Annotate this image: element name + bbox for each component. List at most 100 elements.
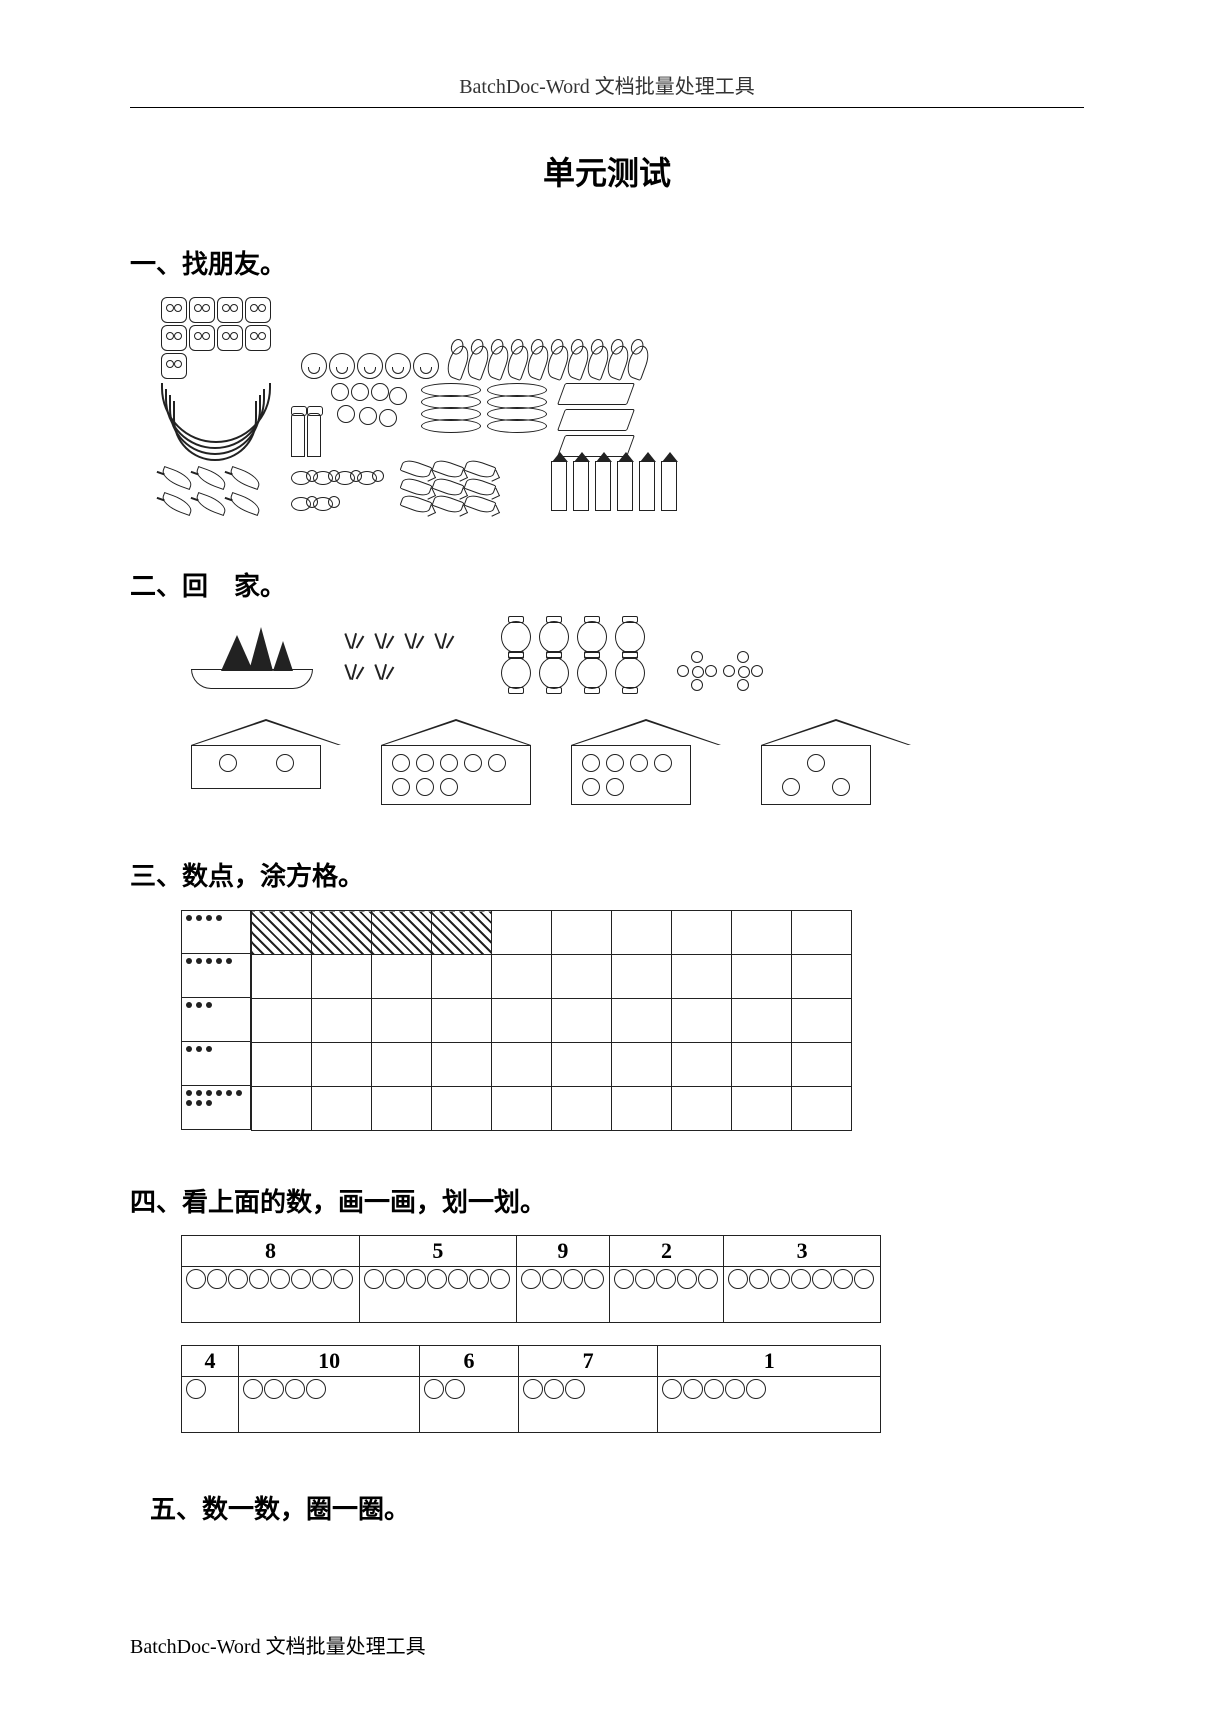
dot-box xyxy=(181,910,251,954)
group-people xyxy=(331,383,411,439)
house-2 xyxy=(191,719,341,805)
grid-cell xyxy=(672,911,732,955)
circle-cell xyxy=(420,1377,518,1433)
grid-cell xyxy=(312,999,372,1043)
grid-cell xyxy=(552,1087,612,1131)
grid-cell xyxy=(372,1043,432,1087)
num-cell: 5 xyxy=(360,1236,517,1267)
grid-cell xyxy=(792,911,852,955)
grid-cell xyxy=(732,911,792,955)
grid-cell xyxy=(372,955,432,999)
circle-cell xyxy=(182,1377,239,1433)
grid-cell xyxy=(252,955,312,999)
grid-cell xyxy=(552,999,612,1043)
grid-cell xyxy=(372,1087,432,1131)
circle-cell xyxy=(724,1267,881,1323)
section-5-heading: 五、数一数，圈一圈。 xyxy=(150,1489,1084,1526)
group-cats xyxy=(161,297,291,379)
grid-cell xyxy=(732,955,792,999)
page: BatchDoc-Word 文档批量处理工具 单元测试 一、找朋友。 xyxy=(0,0,1214,1719)
group-fish xyxy=(401,461,511,511)
item-grass xyxy=(341,629,471,689)
num-cell: 1 xyxy=(658,1346,881,1377)
house-6 xyxy=(571,719,721,805)
grid-cell xyxy=(312,911,372,955)
grid-cell xyxy=(672,1043,732,1087)
grid-cell xyxy=(672,1087,732,1131)
num-cell: 6 xyxy=(420,1346,518,1377)
group-leaves xyxy=(161,461,281,511)
grid-cell xyxy=(252,999,312,1043)
grid-cell xyxy=(552,911,612,955)
grid-cell xyxy=(492,1087,552,1131)
group-trophies xyxy=(291,383,321,457)
grid-cell xyxy=(432,1043,492,1087)
grid-cell xyxy=(732,1043,792,1087)
house-3 xyxy=(761,719,911,805)
page-header: BatchDoc-Word 文档批量处理工具 xyxy=(130,70,1084,108)
house-8 xyxy=(381,719,531,805)
grid-cell xyxy=(792,1043,852,1087)
num-cell: 4 xyxy=(182,1346,239,1377)
grid-cell xyxy=(792,955,852,999)
section-2-heading: 二、回 家。 xyxy=(130,566,1084,603)
shade-grid xyxy=(251,910,852,1131)
section-4-heading: 四、看上面的数，画一画，划一划。 xyxy=(130,1182,1084,1219)
group-bees xyxy=(291,461,391,511)
grid-cell xyxy=(492,955,552,999)
grid-cell xyxy=(252,911,312,955)
grid-cell xyxy=(552,955,612,999)
grid-cell xyxy=(732,999,792,1043)
group-monkeys xyxy=(301,297,439,379)
grid-cell xyxy=(672,955,732,999)
grid-cell xyxy=(372,999,432,1043)
circle-cell xyxy=(182,1267,360,1323)
section-3-heading: 三、数点，涂方格。 xyxy=(130,856,1084,893)
circle-cell xyxy=(516,1267,609,1323)
grid-cell xyxy=(432,955,492,999)
num-cell: 7 xyxy=(518,1346,658,1377)
grid-cell xyxy=(552,1043,612,1087)
circle-cell xyxy=(609,1267,723,1323)
grid-cell xyxy=(612,1043,672,1087)
section-1-figure xyxy=(160,296,860,516)
section-1-heading: 一、找朋友。 xyxy=(130,244,1084,281)
item-flowers xyxy=(679,653,761,689)
group-books xyxy=(561,383,631,457)
circle-cell xyxy=(658,1377,881,1433)
group-plates xyxy=(421,383,551,443)
circle-cell xyxy=(518,1377,658,1433)
grid-cell xyxy=(492,911,552,955)
number-table-2: 410671 xyxy=(181,1345,881,1433)
num-cell: 9 xyxy=(516,1236,609,1267)
item-sailboats xyxy=(191,619,311,689)
grid-cell xyxy=(252,1043,312,1087)
section-2-figure xyxy=(190,618,950,806)
circle-cell xyxy=(360,1267,517,1323)
grid-cell xyxy=(492,999,552,1043)
dot-box xyxy=(181,1086,251,1130)
section-4-figure: 85923 410671 xyxy=(160,1234,882,1434)
dot-box xyxy=(181,954,251,998)
num-cell: 2 xyxy=(609,1236,723,1267)
group-snakes xyxy=(449,297,647,379)
number-table-1: 85923 xyxy=(181,1235,881,1323)
grid-cell xyxy=(312,1087,372,1131)
section-3-figure xyxy=(160,909,853,1132)
grid-cell xyxy=(792,999,852,1043)
grid-cell xyxy=(492,1043,552,1087)
circle-cell xyxy=(239,1377,420,1433)
group-bananas xyxy=(161,383,281,443)
num-cell: 8 xyxy=(182,1236,360,1267)
grid-cell xyxy=(312,1043,372,1087)
grid-cell xyxy=(612,911,672,955)
grid-cell xyxy=(252,1087,312,1131)
grid-cell xyxy=(432,1087,492,1131)
grid-cell xyxy=(612,955,672,999)
grid-cell xyxy=(732,1087,792,1131)
group-pencils xyxy=(551,461,677,511)
grid-cell xyxy=(612,999,672,1043)
item-lanterns xyxy=(501,621,649,689)
num-cell: 10 xyxy=(239,1346,420,1377)
dot-box xyxy=(181,1042,251,1086)
